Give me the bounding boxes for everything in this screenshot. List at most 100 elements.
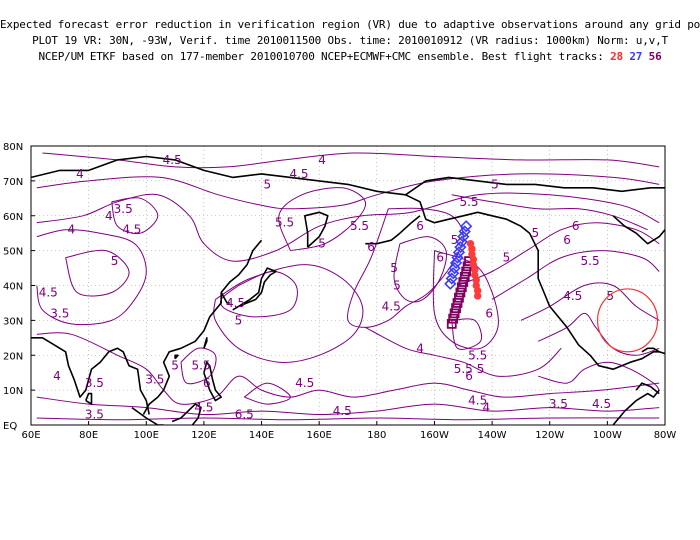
track-marker-purple bbox=[449, 308, 460, 319]
track-marker-blue bbox=[457, 230, 470, 243]
track-marker-purple bbox=[458, 277, 469, 287]
track-marker-purple bbox=[454, 292, 464, 303]
verification-region-circle bbox=[596, 288, 659, 353]
contour-line bbox=[520, 282, 660, 321]
track-marker-purple bbox=[451, 303, 461, 314]
lat-tick-label: 70N bbox=[3, 177, 23, 188]
contour-label: 6 bbox=[572, 219, 580, 233]
contour-label: 5 bbox=[390, 261, 398, 275]
coastline bbox=[365, 215, 421, 245]
contour-label: 4 bbox=[483, 401, 491, 415]
verification-region bbox=[596, 288, 659, 353]
lon-tick-label: 60E bbox=[21, 430, 40, 441]
contour-label: 4.5 bbox=[468, 394, 487, 408]
contour-line bbox=[278, 187, 367, 252]
track-marker-blue bbox=[444, 277, 457, 290]
contour-line bbox=[393, 236, 447, 303]
contour-line bbox=[111, 197, 159, 235]
track-marker-red bbox=[473, 292, 482, 300]
contour-label: 4 bbox=[53, 369, 61, 383]
contour-label: 4.5 bbox=[295, 376, 314, 390]
title-line-2: PLOT 19 VR: 30N, -93W, Verif. time 20100… bbox=[32, 34, 668, 47]
contour-label: 3.5 bbox=[85, 376, 104, 390]
track-label-red: 28 bbox=[610, 50, 623, 63]
lon-tick-label: 120W bbox=[535, 430, 564, 441]
contour-label: 4 bbox=[105, 209, 113, 223]
track-marker-blue bbox=[452, 246, 466, 259]
track-marker-blue bbox=[454, 241, 467, 254]
contour-label: 5.5 bbox=[454, 362, 473, 376]
contour-line bbox=[219, 270, 298, 318]
contour-label: 6 bbox=[416, 219, 424, 233]
coastline bbox=[174, 354, 179, 360]
contour-label: 4.5 bbox=[194, 401, 213, 415]
lat-tick-label: 80N bbox=[3, 142, 23, 153]
coastline bbox=[405, 176, 665, 196]
title-line-3: NCEP/UM ETKF based on 177-member 2010010… bbox=[0, 50, 700, 63]
coastline bbox=[203, 361, 222, 402]
lon-tick-label: 160W bbox=[420, 430, 449, 441]
track-marker-purple bbox=[459, 271, 470, 282]
title-line-3-prefix: NCEP/UM ETKF based on 177-member 2010010… bbox=[38, 50, 604, 63]
contour-label: 6 bbox=[485, 306, 493, 320]
contour-line bbox=[432, 250, 499, 350]
contour-line bbox=[244, 382, 291, 405]
track-label-blue: 27 bbox=[629, 50, 643, 63]
contour-label: 4.5 bbox=[163, 153, 182, 167]
coastline bbox=[85, 392, 93, 405]
contour-label: 4 bbox=[68, 223, 76, 237]
track-marker-purple bbox=[461, 266, 472, 277]
lon-tick-label: 100W bbox=[593, 430, 622, 441]
contour-line bbox=[36, 173, 660, 210]
flight-tracks bbox=[444, 220, 482, 329]
contour-label: 5 bbox=[477, 362, 485, 376]
track-marker-purple bbox=[456, 282, 467, 293]
contour-line bbox=[180, 347, 217, 385]
contour-label: 5 bbox=[171, 359, 179, 373]
track-marker-blue bbox=[458, 225, 471, 238]
lon-tick-label: 80W bbox=[654, 430, 677, 441]
track-label-purple: 56 bbox=[648, 50, 662, 63]
contour-label: 4 bbox=[76, 167, 84, 181]
coastline bbox=[31, 337, 150, 415]
contour-line bbox=[65, 249, 130, 297]
contour-line bbox=[36, 396, 660, 416]
lat-tick-label: 10N bbox=[3, 386, 23, 397]
contour-label: 5.5 bbox=[191, 359, 210, 373]
contour-line bbox=[365, 326, 562, 377]
coastline bbox=[131, 406, 164, 425]
track-marker-purple bbox=[446, 318, 457, 329]
lat-tick-label: 30N bbox=[3, 316, 23, 327]
track-marker-purple bbox=[448, 313, 459, 324]
contour-label: 5.5 bbox=[468, 348, 487, 362]
contour-label: 5 bbox=[111, 254, 119, 268]
contour-label: 6 bbox=[367, 240, 375, 254]
contour-line bbox=[36, 332, 660, 405]
track-marker-purple bbox=[455, 287, 466, 298]
coastline bbox=[612, 389, 660, 425]
lat-tick-label: 40N bbox=[3, 282, 23, 293]
coastline bbox=[304, 211, 329, 248]
contour-label: 6 bbox=[203, 376, 211, 390]
contour-line bbox=[491, 250, 660, 300]
track-marker-blue bbox=[447, 267, 460, 280]
coastline bbox=[612, 215, 665, 245]
contour-line bbox=[457, 222, 660, 286]
contour-label: 5 bbox=[606, 289, 614, 303]
contour-label: 6.5 bbox=[235, 408, 254, 422]
contour-label: 4.5 bbox=[122, 223, 141, 237]
lon-tick-label: 180 bbox=[367, 430, 386, 441]
contour-label: 4.5 bbox=[592, 397, 611, 411]
contour-label: 4 bbox=[416, 341, 424, 355]
contour-line bbox=[42, 152, 660, 169]
coastline bbox=[171, 403, 202, 425]
contour-line bbox=[451, 194, 648, 231]
contour-label: 5 bbox=[263, 177, 271, 191]
lon-tick-label: 160E bbox=[306, 430, 331, 441]
contour-line bbox=[36, 229, 147, 326]
lon-tick-label: 100E bbox=[134, 430, 159, 441]
coastline bbox=[635, 382, 660, 395]
track-marker-blue bbox=[460, 220, 473, 233]
